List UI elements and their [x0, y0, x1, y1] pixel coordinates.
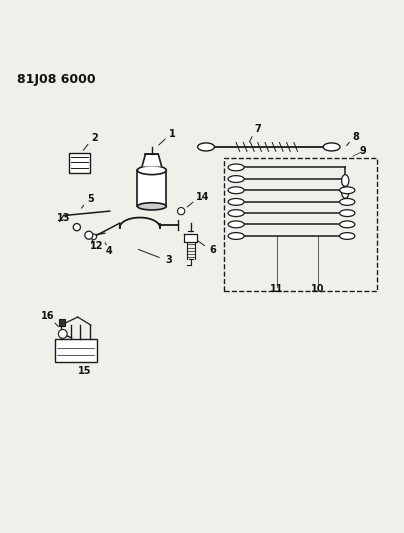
Ellipse shape: [340, 209, 355, 216]
Ellipse shape: [228, 198, 244, 205]
Ellipse shape: [137, 203, 166, 210]
Text: 1: 1: [169, 129, 176, 139]
Ellipse shape: [340, 232, 355, 239]
Ellipse shape: [340, 187, 355, 193]
Circle shape: [73, 223, 80, 231]
Bar: [55, 339, 97, 362]
Text: 7: 7: [254, 124, 261, 134]
Text: 10: 10: [311, 285, 324, 294]
Text: 9: 9: [360, 146, 367, 156]
Polygon shape: [142, 154, 162, 166]
Text: 14: 14: [196, 192, 209, 201]
Bar: [59, 319, 65, 326]
Circle shape: [177, 207, 185, 215]
Ellipse shape: [137, 166, 166, 175]
Bar: [69, 154, 90, 173]
Circle shape: [58, 329, 67, 338]
Text: 8: 8: [352, 132, 359, 141]
Circle shape: [85, 231, 93, 239]
Ellipse shape: [340, 221, 355, 228]
Ellipse shape: [228, 232, 244, 239]
Ellipse shape: [228, 187, 244, 193]
Text: 13: 13: [57, 213, 71, 223]
Text: 2: 2: [91, 133, 98, 143]
Polygon shape: [184, 234, 197, 242]
Text: 15: 15: [78, 366, 91, 376]
Ellipse shape: [342, 186, 349, 198]
Text: 3: 3: [165, 255, 172, 265]
Ellipse shape: [323, 143, 340, 151]
Text: 4: 4: [105, 246, 112, 256]
Ellipse shape: [228, 209, 244, 216]
Text: 6: 6: [209, 246, 216, 255]
Ellipse shape: [228, 164, 244, 171]
Bar: [224, 158, 377, 290]
Bar: [137, 170, 166, 206]
Text: 81J08 6000: 81J08 6000: [17, 74, 96, 86]
Ellipse shape: [342, 175, 349, 187]
Text: 12: 12: [90, 240, 104, 251]
Ellipse shape: [228, 221, 244, 228]
Ellipse shape: [340, 198, 355, 205]
Circle shape: [91, 234, 97, 240]
Ellipse shape: [198, 143, 215, 151]
Text: 16: 16: [41, 311, 54, 321]
Text: 5: 5: [87, 195, 94, 205]
Ellipse shape: [228, 175, 244, 182]
Text: 11: 11: [270, 285, 283, 294]
